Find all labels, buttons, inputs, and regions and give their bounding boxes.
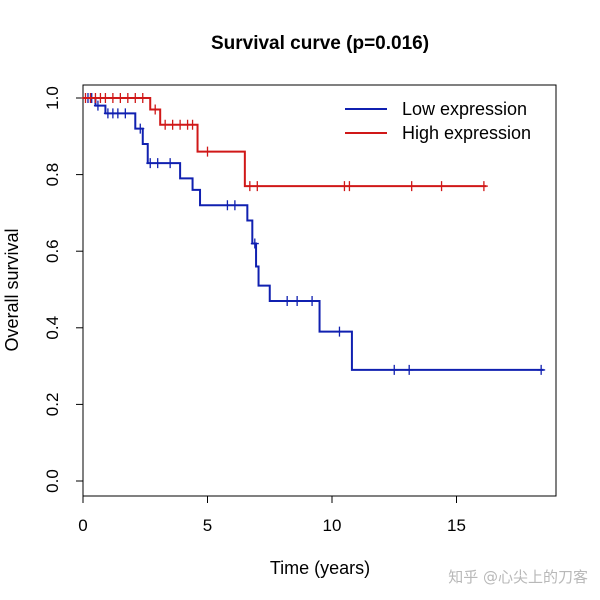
low-expression-censor-mark: [136, 123, 145, 134]
legend-label-low-expression: Low expression: [402, 99, 527, 119]
high-expression-censor-mark: [138, 93, 147, 103]
low-expression-censor-mark: [293, 295, 302, 306]
y-tick-label: 1.0: [43, 86, 62, 110]
low-expression-censor-mark: [390, 364, 399, 375]
legend: Low expression High expression: [345, 99, 531, 143]
high-expression-censor-mark: [151, 104, 160, 115]
low-expression-censor-mark: [153, 158, 162, 169]
low-expression-censor-mark: [250, 238, 259, 249]
high-expression-censor-mark: [168, 119, 177, 130]
high-expression-censor-mark: [188, 119, 197, 130]
high-expression-censor-mark: [345, 181, 354, 192]
high-expression-censor-mark: [108, 93, 117, 103]
high-expression-censor-mark: [131, 93, 140, 103]
low-expression-censor-mark: [405, 364, 414, 375]
high-expression-censor-mark: [479, 181, 488, 192]
x-axis-label: Time (years): [270, 558, 370, 578]
high-expression-censor-mark: [116, 93, 125, 103]
high-expression-censor-mark: [245, 181, 254, 192]
series-layer: [81, 93, 546, 375]
low-expression-censor-mark: [230, 200, 239, 211]
low-expression-censor-mark: [166, 158, 175, 169]
low-expression-censor-mark: [223, 200, 232, 211]
high-expression-censor-mark: [123, 93, 132, 103]
x-tick-label: 0: [78, 516, 87, 535]
y-tick-label: 0.8: [43, 163, 62, 187]
chart-title: Survival curve (p=0.016): [211, 33, 429, 54]
high-expression-censor-mark: [101, 93, 110, 103]
high-expression-censor-mark: [203, 146, 212, 157]
x-axis: 0 5 10 15: [78, 496, 466, 535]
y-axis-label: Overall survival: [2, 228, 22, 351]
low-expression-censor-mark: [113, 108, 122, 119]
high-expression-censor-mark: [407, 181, 416, 192]
low-expression-censor-mark: [283, 295, 292, 306]
y-tick-label: 0.4: [43, 316, 62, 340]
low-expression-censor-mark: [308, 295, 317, 306]
x-tick-label: 15: [447, 516, 466, 535]
y-tick-label: 0.6: [43, 239, 62, 263]
y-tick-label: 0.2: [43, 393, 62, 417]
watermark-text: 知乎 @心尖上的刀客: [448, 568, 588, 586]
low-expression-survival-line: [83, 97, 544, 371]
high-expression-censor-mark: [161, 119, 170, 130]
y-axis: 0.0 0.2 0.4 0.6 0.8 1.0: [43, 86, 83, 493]
high-expression-censor-mark: [253, 181, 262, 192]
x-tick-label: 10: [323, 516, 342, 535]
low-expression-censor-mark: [335, 326, 344, 337]
x-tick-label: 5: [203, 516, 212, 535]
plot-frame: [82, 84, 557, 497]
y-tick-label: 0.0: [43, 469, 62, 493]
low-expression-censor-mark: [93, 100, 102, 111]
high-expression-censor-mark: [176, 119, 185, 130]
high-expression-censor-mark: [437, 181, 446, 192]
low-expression-censor-mark: [146, 158, 155, 169]
low-expression-censor-mark: [121, 108, 130, 119]
legend-label-high-expression: High expression: [402, 123, 531, 143]
low-expression-censor-mark: [537, 364, 546, 375]
